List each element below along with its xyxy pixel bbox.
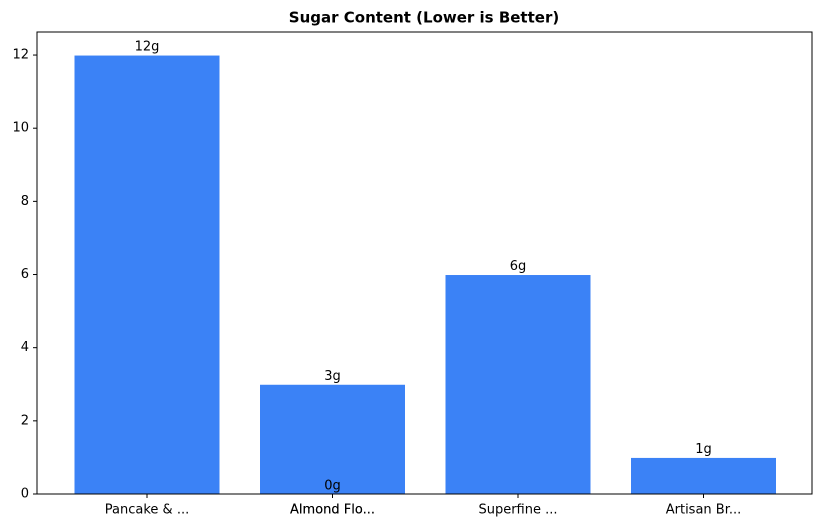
y-tick-label: 2 (21, 413, 29, 428)
bar (73, 54, 221, 495)
value-label: 3g (324, 369, 341, 384)
bar (630, 456, 777, 495)
value-label: 1g (695, 442, 712, 457)
chart-title: Sugar Content (Lower is Better) (289, 9, 559, 27)
x-tick-label: Pancake & ... (105, 503, 189, 518)
value-label: 12g (135, 40, 160, 55)
y-tick-label: 0 (21, 487, 29, 502)
x-tick-label: Almond Flo... (290, 503, 375, 518)
bar (259, 383, 406, 495)
bar (444, 274, 592, 495)
y-tick-label: 6 (21, 267, 29, 282)
value-label: 0g (324, 479, 341, 494)
x-tick-label: Superfine ... (478, 503, 557, 518)
y-tick-label: 8 (21, 194, 29, 209)
y-tick-label: 4 (21, 340, 29, 355)
y-tick-label: 12 (12, 48, 29, 63)
plot-frame (36, 31, 813, 495)
value-label: 6g (510, 259, 527, 274)
x-tick-label: Artisan Br... (666, 503, 742, 518)
x-tick-label: Almond Flo... (290, 503, 375, 518)
y-tick-label: 10 (12, 121, 29, 136)
